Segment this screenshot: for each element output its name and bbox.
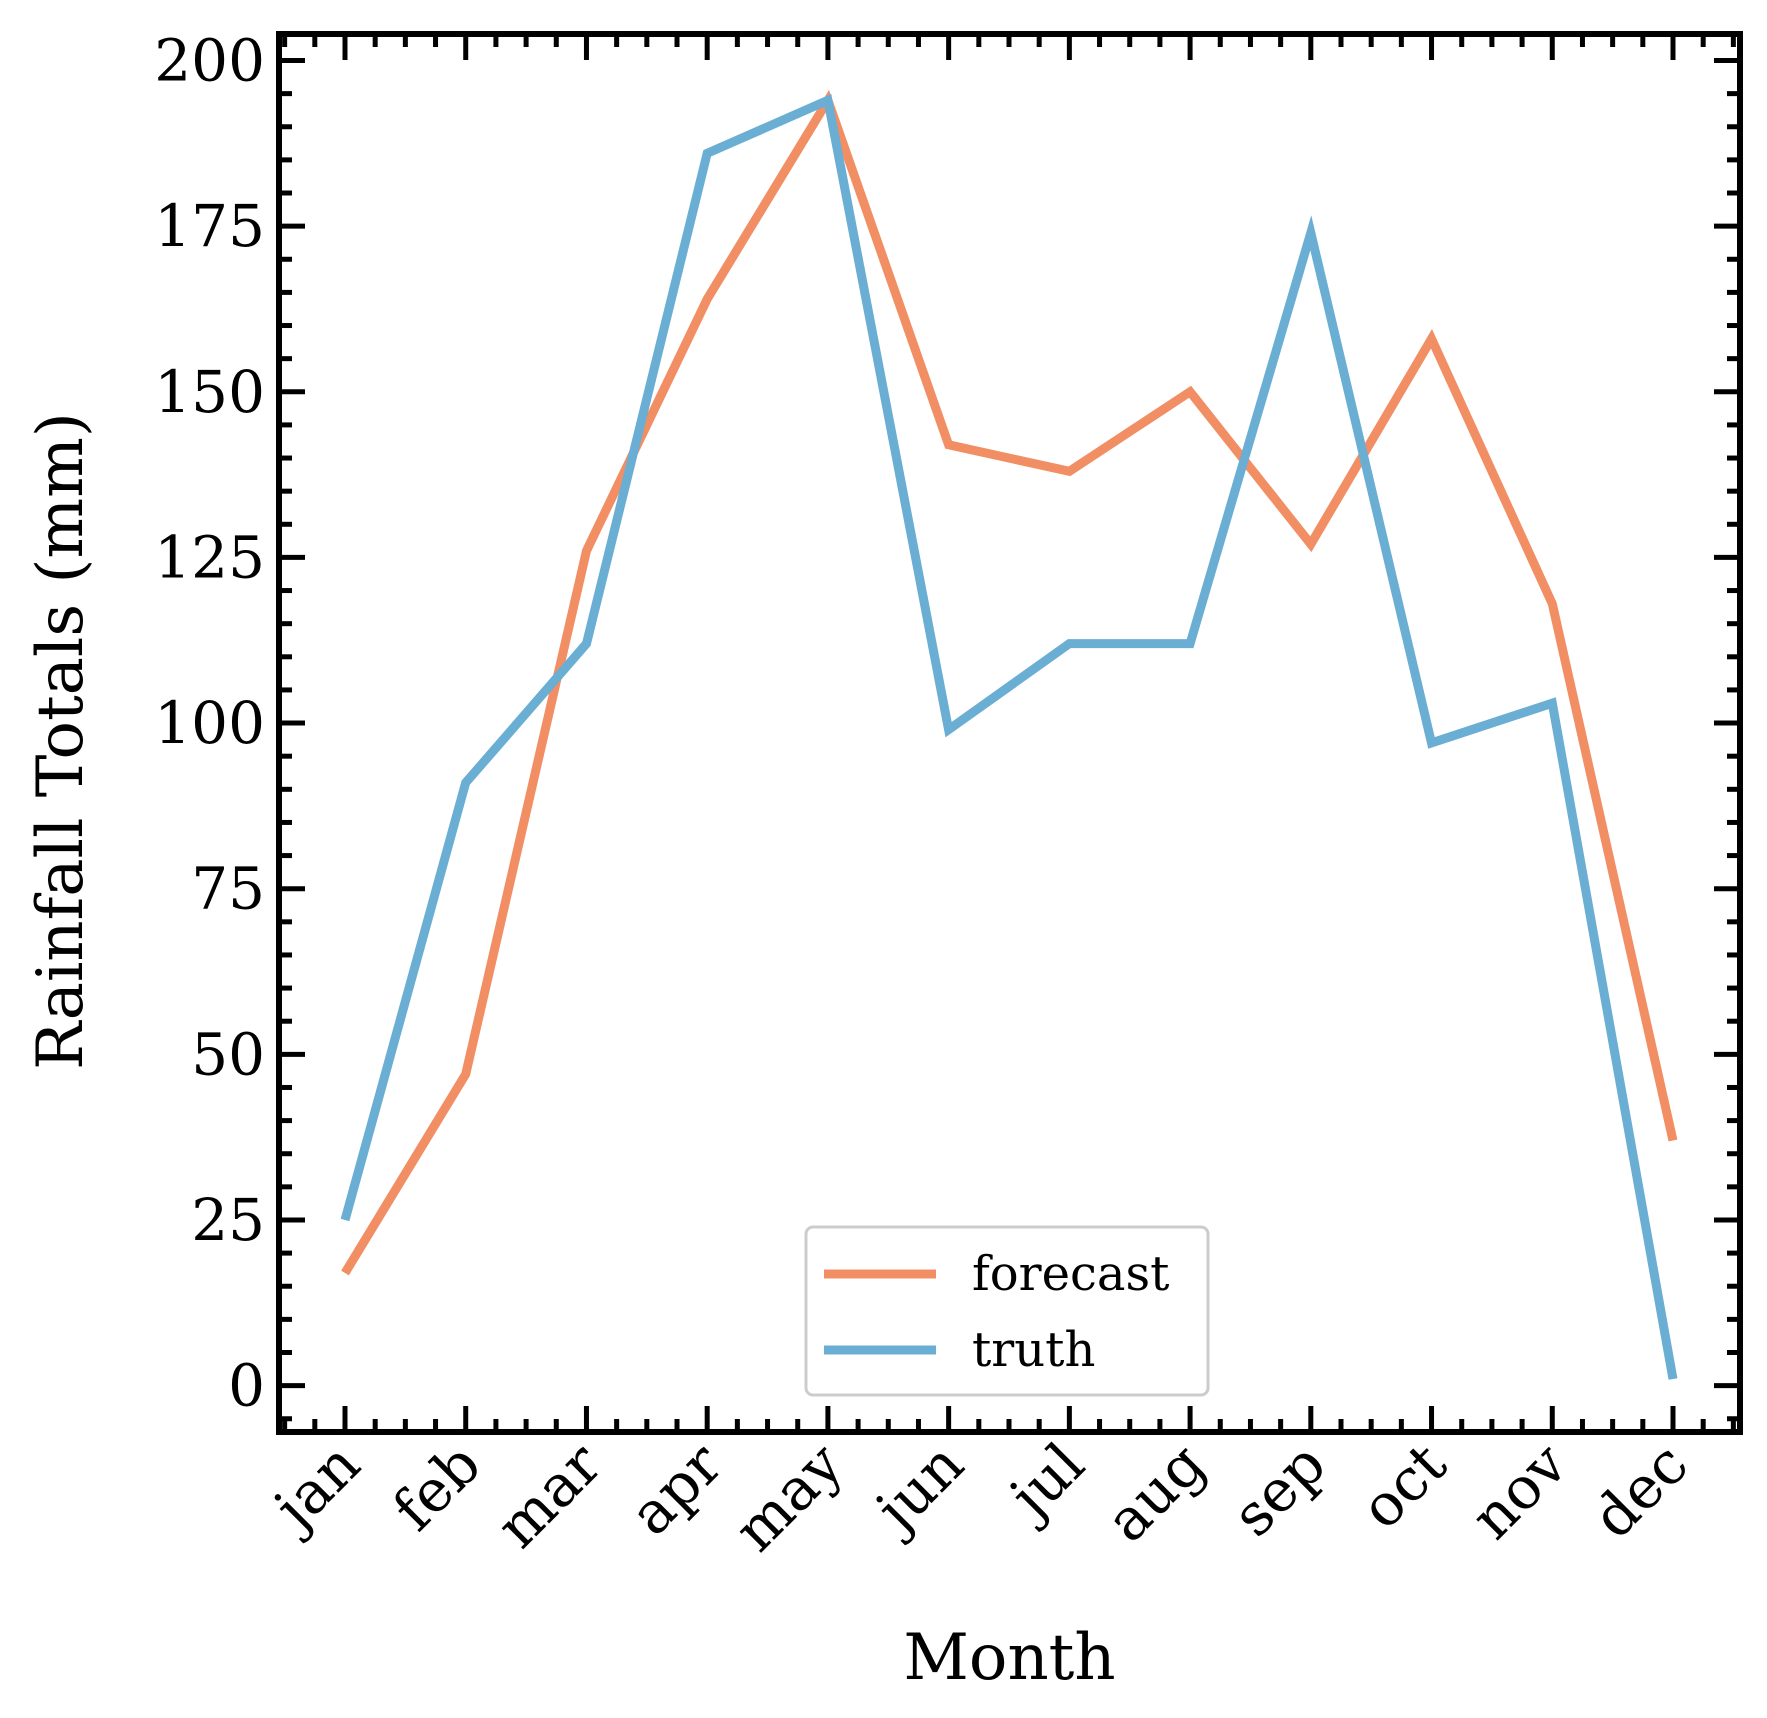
x-tick-label-may: may xyxy=(721,1430,856,1565)
legend-label-truth: truth xyxy=(972,1322,1095,1378)
x-tick-label-dec: dec xyxy=(1579,1430,1701,1552)
legend-label-forecast: forecast xyxy=(972,1246,1169,1302)
y-tick-label: 0 xyxy=(228,1352,265,1420)
y-tick-label: 125 xyxy=(154,523,265,591)
x-tick-label-apr: apr xyxy=(617,1430,736,1549)
y-tick-label: 75 xyxy=(191,855,265,923)
x-tick-label-jun: jun xyxy=(859,1430,977,1548)
x-axis-ticks xyxy=(282,34,1736,1432)
plot-area-frame xyxy=(276,31,1743,1435)
series-line-forecast xyxy=(341,89,1678,1276)
y-axis-tick-labels: 0 25 50 75 100 125 150 175 200 xyxy=(154,27,265,1420)
x-tick-label-jan: jan xyxy=(257,1430,373,1546)
x-tick-label-oct: oct xyxy=(1347,1430,1459,1542)
x-tick-label-sep: sep xyxy=(1219,1430,1339,1550)
y-tick-label: 25 xyxy=(191,1186,265,1254)
y-tick-label: 50 xyxy=(191,1020,265,1088)
x-axis-label: Month xyxy=(903,1621,1115,1695)
x-tick-label-feb: feb xyxy=(380,1430,494,1544)
y-axis-label: Rainfall Totals (mm) xyxy=(24,412,98,1070)
series-line-truth xyxy=(340,93,1678,1380)
x-tick-label-mar: mar xyxy=(483,1430,614,1561)
x-tick-label-jul: jul xyxy=(993,1430,1098,1535)
x-tick-label-nov: nov xyxy=(1458,1430,1581,1553)
y-tick-label: 200 xyxy=(154,27,265,95)
y-tick-label: 100 xyxy=(154,689,265,757)
y-tick-label: 150 xyxy=(154,358,265,426)
legend: forecast truth xyxy=(804,1225,1210,1397)
y-tick-label: 175 xyxy=(154,192,265,260)
series-layer xyxy=(340,89,1678,1380)
x-tick-label-aug: aug xyxy=(1093,1430,1218,1555)
